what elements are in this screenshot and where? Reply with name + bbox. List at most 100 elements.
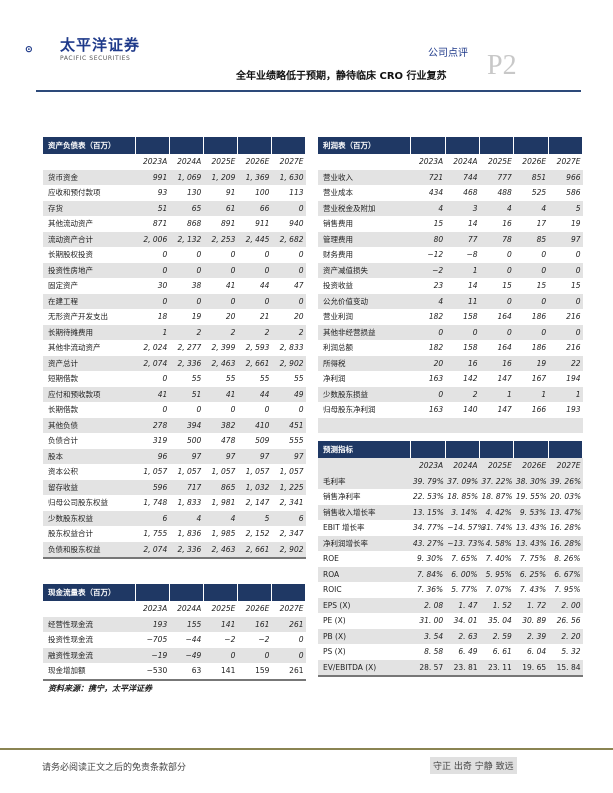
header-divider [36, 90, 581, 92]
value-cell: 7. 75% [519, 554, 547, 564]
value-cell: 851 [513, 169, 549, 185]
table-row: 投资收益 23 14 15 15 15 [318, 278, 583, 294]
value-cell: 6. 04 [527, 647, 547, 657]
value-cell: 2, 902 [271, 541, 306, 559]
page-number: P2 [487, 50, 517, 81]
table-row: 资本公积 1, 057 1, 057 1, 057 1, 057 1, 057 [43, 464, 306, 480]
year-cell: 2025E [211, 604, 236, 614]
table-row: 所得税 20 16 16 19 22 [318, 355, 583, 371]
table-row: 营业税金及附加 4 3 4 4 5 [318, 200, 583, 216]
table-row: ROA 7. 84% 6. 00% 5. 95% 6. 25% 6. 67% [318, 566, 583, 582]
value-cell: 4. 58% [479, 535, 514, 551]
blank-row [318, 417, 583, 433]
table-row: 资产减值损失 −2 1 0 0 0 [318, 262, 583, 278]
value-cell: 3. 14% [445, 504, 480, 520]
value-cell: 11 [445, 293, 480, 309]
row-label: 资本公积 [48, 467, 78, 477]
value-cell: 186 [531, 312, 547, 322]
value-cell: 509 [255, 436, 270, 446]
value-cell: 1 [479, 386, 514, 402]
value-cell: 0 [237, 262, 272, 278]
value-cell: 8. 26% [554, 554, 581, 564]
value-cell: 15. 84 [548, 659, 583, 677]
table-title: 资产负债表（百万） [43, 137, 136, 154]
year-cell: 2027E [556, 157, 581, 167]
value-cell: 261 [271, 616, 306, 632]
header-cell [479, 137, 515, 154]
value-cell: 6. 61 [492, 647, 512, 657]
year-cell: 2024A [445, 458, 480, 474]
value-cell: 0 [237, 647, 272, 663]
value-cell: 0 [298, 635, 304, 645]
value-cell: 147 [497, 374, 512, 384]
table-row: PE (X) 31. 00 34. 01 35. 04 30. 89 26. 56 [318, 613, 583, 629]
table-row: PS (X) 8. 58 6. 49 6. 61 6. 04 5. 32 [318, 644, 583, 660]
year-cell: 2027E [548, 458, 583, 474]
value-cell: 0 [271, 647, 306, 663]
value-cell: 0 [541, 250, 547, 260]
row-label: 财务费用 [323, 250, 353, 260]
table-header: 现金流量表（百万） [43, 584, 307, 601]
year-cell: 2023A [410, 458, 446, 474]
value-cell: 1, 748 [143, 498, 168, 508]
value-cell: 0 [271, 200, 306, 216]
value-cell: 410 [237, 417, 272, 433]
value-cell: 15 [536, 281, 547, 291]
value-cell: 13. 43% [513, 535, 549, 551]
value-cell: 193 [566, 405, 581, 415]
row-label: 长期待摊费用 [43, 324, 136, 340]
value-cell: 0 [135, 293, 170, 309]
value-cell: 0 [162, 374, 168, 384]
value-cell: 525 [531, 188, 547, 198]
value-cell: 19 [513, 355, 549, 371]
table-row: EPS (X) 2. 08 1. 47 1. 52 1. 72 2. 00 [318, 597, 583, 613]
value-cell: 2, 902 [271, 355, 306, 371]
value-cell: 63 [169, 663, 204, 681]
value-cell: 20. 03% [550, 492, 582, 502]
value-cell: 2. 00 [548, 597, 583, 613]
value-cell: 0 [479, 324, 514, 340]
value-cell: 4. 42% [479, 504, 514, 520]
table-row: ROIC 7. 36% 5. 77% 7. 07% 7. 43% 7. 95% [318, 582, 583, 598]
row-label: 投资收益 [323, 281, 353, 291]
value-cell: 23. 81 [445, 659, 480, 677]
value-cell: 0 [203, 262, 238, 278]
value-cell: 38 [191, 281, 202, 291]
year-label-cell [43, 601, 135, 617]
year-cell: 2026E [513, 458, 549, 474]
value-cell: 2, 277 [177, 343, 202, 353]
value-cell: 23. 11 [479, 659, 514, 677]
value-cell: 6. 00% [445, 566, 480, 582]
value-cell: 488 [497, 188, 512, 198]
value-cell: 0 [237, 293, 272, 309]
table-row: 经营性现金流 193 155 141 161 261 [43, 616, 306, 632]
header-cell [237, 137, 272, 154]
value-cell: 891 [221, 219, 236, 229]
header-cell [135, 584, 170, 601]
data-source: 资料来源：携宁，太平洋证券 [48, 684, 152, 693]
blank-cell [479, 417, 514, 433]
row-label: 现金增加额 [43, 663, 136, 681]
row-label: 融资性现金流 [43, 647, 136, 663]
table-row: PB (X) 3. 54 2. 63 2. 59 2. 39 2. 20 [318, 628, 583, 644]
row-label: 销售收入增长率 [318, 504, 411, 520]
value-cell: 65 [169, 200, 204, 216]
row-label: PB (X) [318, 628, 411, 644]
value-cell: 163 [428, 374, 444, 384]
value-cell: 0 [410, 324, 446, 340]
value-cell: 1. 47 [445, 597, 480, 613]
value-cell: 55 [191, 374, 202, 384]
value-cell: 2, 661 [237, 355, 272, 371]
row-label: 资产减值损失 [318, 262, 411, 278]
value-cell: 0 [169, 262, 204, 278]
value-cell: 4 [513, 200, 549, 216]
table-header: 利润表（百万） [318, 137, 584, 154]
value-cell: 147 [497, 405, 512, 415]
value-cell: 41 [225, 281, 236, 291]
value-cell: 19 [570, 219, 581, 229]
value-cell: 30 [157, 281, 168, 291]
header-cell [548, 137, 584, 154]
row-label: 留存收益 [43, 479, 136, 495]
table-row: EV/EBITDA (X) 28. 57 23. 81 23. 11 19. 65 15.… [318, 659, 583, 677]
value-cell: 26. 56 [556, 616, 581, 626]
